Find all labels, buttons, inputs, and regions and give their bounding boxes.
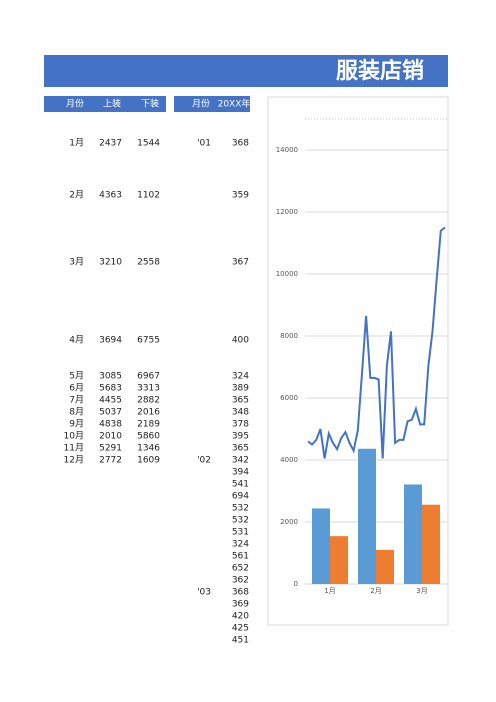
header-cell: 月份 [192,98,210,110]
cell: 365 [232,396,249,406]
y-tick-label: 10000 [276,270,298,278]
cell: 5683 [99,384,122,394]
cell: 694 [232,492,249,502]
cell: 3313 [137,384,160,394]
cell: 369 [232,600,249,610]
cell: '02 [197,456,211,466]
x-tick-label: 2月 [370,587,381,595]
cell: 2772 [99,456,122,466]
cell: 532 [232,516,249,526]
cell: 4455 [99,396,122,406]
cell: 359 [232,191,249,201]
cell: 652 [232,564,249,574]
cell: '03 [197,588,211,598]
cell: 12月 [64,455,84,466]
x-tick-label: 3月 [416,587,427,595]
cell: 451 [232,636,249,646]
cell: 561 [232,552,249,562]
cell: 348 [232,408,249,418]
cell: 5037 [99,408,122,418]
bar [312,508,330,584]
chart-frame [267,96,449,626]
cell: 324 [232,540,249,550]
bar [358,448,376,584]
cell: 324 [232,372,249,382]
bar [330,536,348,584]
cell: 342 [232,456,249,466]
cell: 5860 [137,432,160,442]
cell: 9月 [69,419,84,430]
cell: 5291 [99,444,122,454]
cell: 1346 [137,444,160,454]
cell: 425 [232,624,249,634]
cell: 6月 [69,383,84,394]
cell: 4838 [99,420,122,430]
cell: 532 [232,504,249,514]
cell: 4363 [99,191,122,201]
cell: 378 [232,420,249,430]
header-cell: 月份 [66,98,84,110]
cell: 1544 [137,139,160,149]
cell: '01 [197,139,211,149]
cell: 5月 [69,371,84,382]
cell: 6755 [137,336,160,346]
bar [404,484,422,584]
cell: 368 [232,139,249,149]
y-tick-label: 2000 [280,518,298,526]
cell: 394 [232,468,249,478]
cell: 400 [232,336,249,346]
cell: 11月 [64,443,84,454]
cell: 420 [232,612,249,622]
cell: 395 [232,432,249,442]
cell: 2558 [137,258,160,268]
header-row [44,96,166,112]
header-cell: 下装 [141,98,159,110]
cell: 1月 [69,138,84,149]
cell: 541 [232,480,249,490]
cell: 368 [232,588,249,598]
cell: 389 [232,384,249,394]
cell: 362 [232,576,249,586]
y-tick-label: 0 [294,580,298,588]
header-cell: 上装 [103,98,121,110]
cell: 10月 [64,431,84,442]
title: 服装店销 [336,59,424,84]
bar [422,504,440,584]
title-bar [44,55,448,87]
cell: 2437 [99,139,122,149]
cell: 531 [232,528,249,538]
cell: 3694 [99,336,122,346]
y-tick-label: 8000 [280,332,298,340]
cell: 1102 [137,191,160,201]
y-tick-label: 6000 [280,394,298,402]
cell: 2016 [137,408,160,418]
cell: 2010 [99,432,122,442]
header-row [174,96,250,112]
cell: 367 [232,258,249,268]
cell: 1609 [137,456,160,466]
cell: 2月 [69,190,84,201]
cell: 3月 [69,257,84,268]
y-tick-label: 4000 [280,456,298,464]
line-series [307,226,446,459]
cell: 2189 [137,420,160,430]
cell: 7月 [69,395,84,406]
cell: 2882 [137,396,160,406]
cell: 4月 [69,335,84,346]
header-cell: 20XX年 [218,98,251,110]
cell: 365 [232,444,249,454]
cell: 6967 [137,372,160,382]
x-tick-label: 1月 [324,587,335,595]
cell: 8月 [69,407,84,418]
cell: 3210 [99,258,122,268]
cell: 3085 [99,372,122,382]
y-tick-label: 12000 [276,208,298,216]
y-tick-label: 14000 [276,146,298,154]
bar [376,549,394,584]
